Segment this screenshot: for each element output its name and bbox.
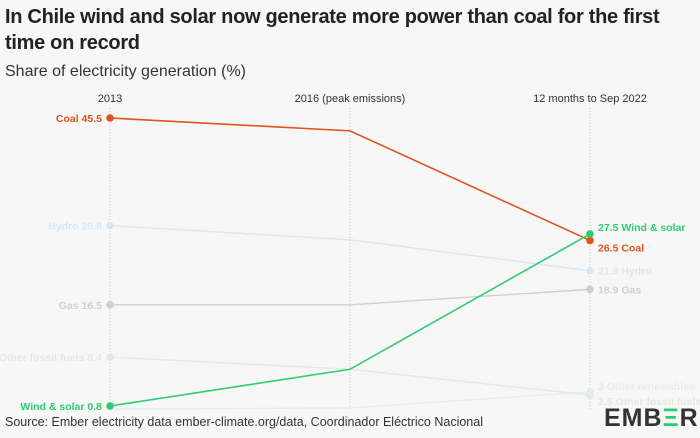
- right-label: 21.8 Hydro: [598, 266, 652, 278]
- series-line: [109, 224, 591, 272]
- source-note: Source: Ember electricity data ember-cli…: [5, 415, 483, 429]
- right-label: 18.9 Gas: [598, 284, 641, 296]
- left-label: Hydro 28.8: [48, 221, 102, 233]
- ember-logo: EMBΞR: [604, 404, 699, 432]
- data-point: [586, 236, 594, 245]
- data-point: [586, 266, 594, 275]
- category-label: 2013: [98, 93, 122, 105]
- series-line: [110, 288, 591, 306]
- left-label: Wind & solar 0.8: [20, 401, 102, 413]
- data-point: [106, 353, 114, 361]
- data-point: [106, 114, 114, 122]
- data-point: [106, 402, 114, 410]
- data-point: [586, 230, 594, 238]
- left-label: Other fossil fuels 8.4: [0, 352, 102, 364]
- series-line: [109, 391, 591, 410]
- right-label: 26.5 Coal: [598, 242, 644, 254]
- data-point: [106, 221, 114, 230]
- series-line: [109, 233, 591, 407]
- left-label: Gas 16.5: [59, 300, 102, 312]
- series-line: [109, 117, 591, 242]
- category-label: 2016 (peak emissions): [295, 93, 406, 105]
- category-label: 12 months to Sep 2022: [533, 93, 647, 105]
- chart-title: In Chile wind and solar now generate mor…: [5, 6, 660, 54]
- series-line: [109, 356, 591, 396]
- right-label: 2.5 Other fossil fuels: [598, 396, 700, 408]
- data-point: [586, 285, 594, 294]
- right-label: 27.5 Wind & solar: [598, 222, 685, 234]
- chart-subtitle: Share of electricity generation (%): [5, 63, 246, 80]
- left-label: Coal 45.5: [56, 113, 102, 125]
- right-label: 3 Other renewables: [598, 381, 695, 393]
- data-point: [106, 301, 114, 309]
- data-point: [586, 388, 594, 396]
